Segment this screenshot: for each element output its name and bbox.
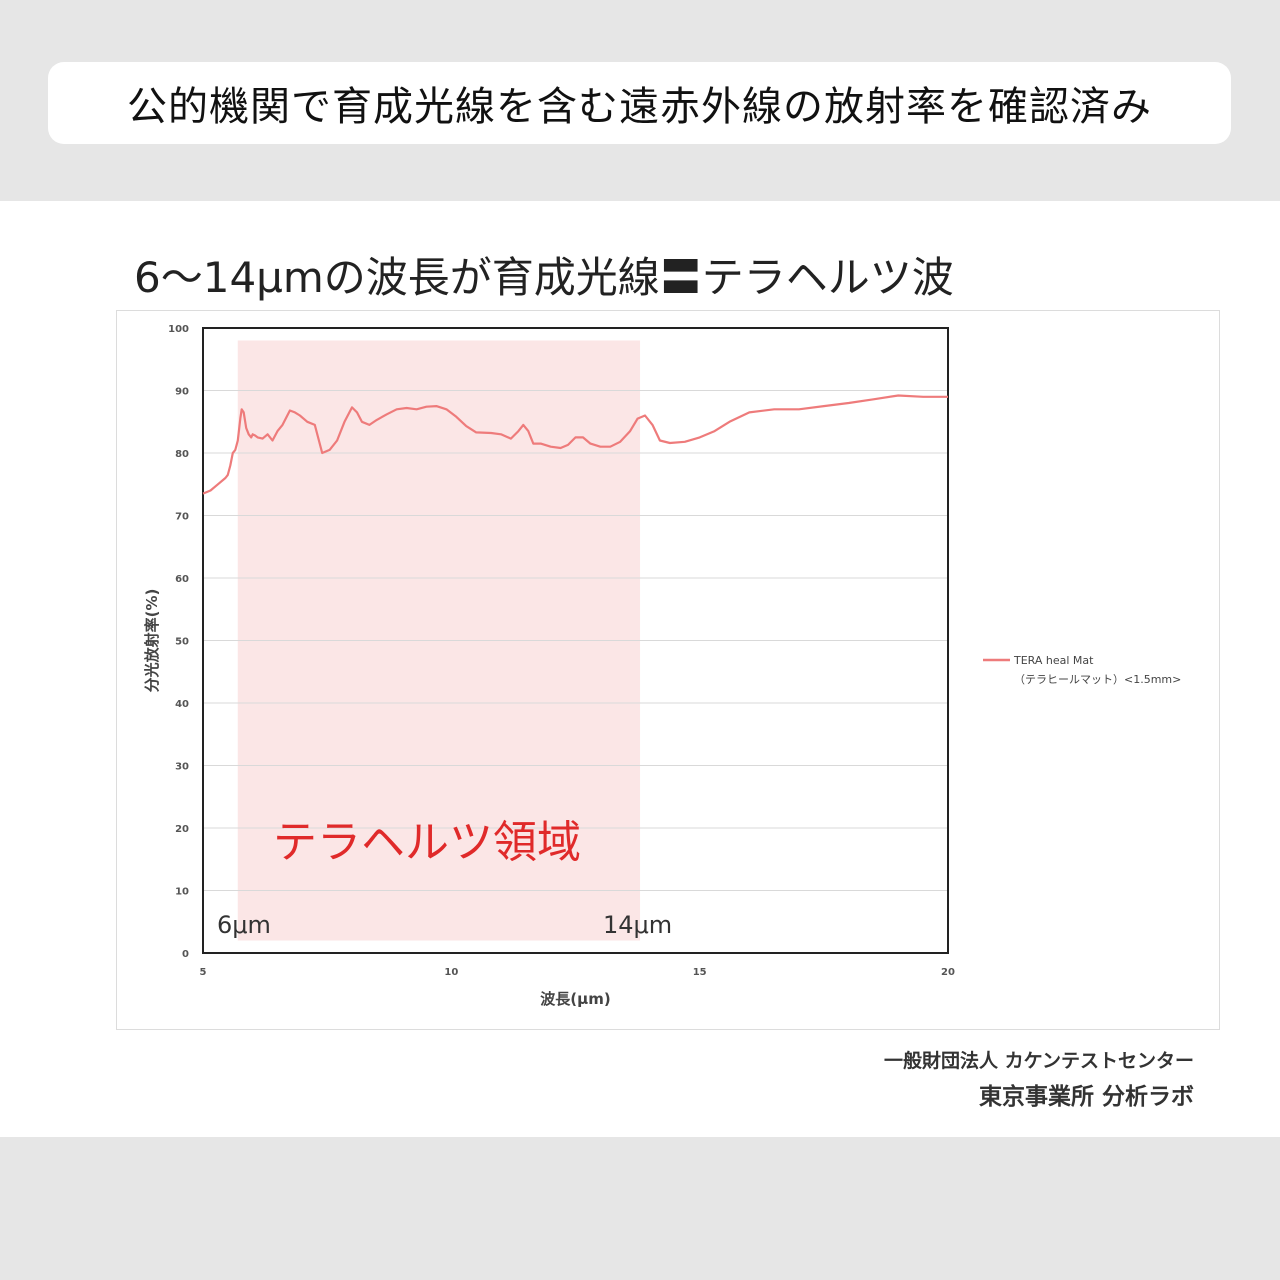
y-tick-label: 20 [175, 824, 189, 835]
x-tick-label: 15 [693, 967, 707, 978]
y-tick-label: 60 [175, 574, 189, 585]
y-axis-label: 分光放射率(%) [143, 589, 161, 693]
y-tick-label: 40 [175, 699, 189, 710]
legend-label: TERA heal Mat [1013, 654, 1094, 667]
y-tick-label: 0 [182, 949, 189, 960]
y-tick-label: 30 [175, 762, 189, 773]
credit: 一般財団法人 カケンテストセンター 東京事業所 分析ラボ [884, 1046, 1194, 1111]
marker-label-14um: 14μm [603, 911, 672, 939]
chart-frame [116, 310, 1220, 1030]
banner: 公的機関で育成光線を含む遠赤外線の放射率を確認済み [48, 62, 1231, 144]
legend-sublabel: （テラヒールマット）<1.5mm> [1014, 673, 1181, 686]
series-line-tera-heal-mat [202, 394, 948, 495]
x-tick-label: 20 [941, 967, 955, 978]
marker-label-6um: 6μm [217, 911, 271, 939]
y-tick-label: 90 [175, 387, 189, 398]
y-tick-label: 100 [168, 324, 189, 335]
plot-border [202, 327, 949, 954]
y-tick-label: 70 [175, 512, 189, 523]
credit-org: 一般財団法人 カケンテストセンター [883, 1050, 1194, 1072]
headline: 6〜14μmの波長が育成光線〓テラヘルツ波 [134, 253, 954, 302]
x-tick-label: 5 [200, 967, 207, 978]
y-tick-label: 10 [175, 887, 189, 898]
y-tick-label: 50 [175, 637, 189, 648]
x-tick-label: 10 [444, 967, 458, 978]
region-label: テラヘルツ領域 [273, 817, 581, 868]
credit-lab: 東京事業所 分析ラボ [978, 1083, 1194, 1110]
x-axis-label: 波長(μm) [540, 990, 610, 1008]
y-tick-label: 80 [175, 449, 189, 460]
banner-text: 公的機関で育成光線を含む遠赤外線の放射率を確認済み [127, 84, 1152, 130]
